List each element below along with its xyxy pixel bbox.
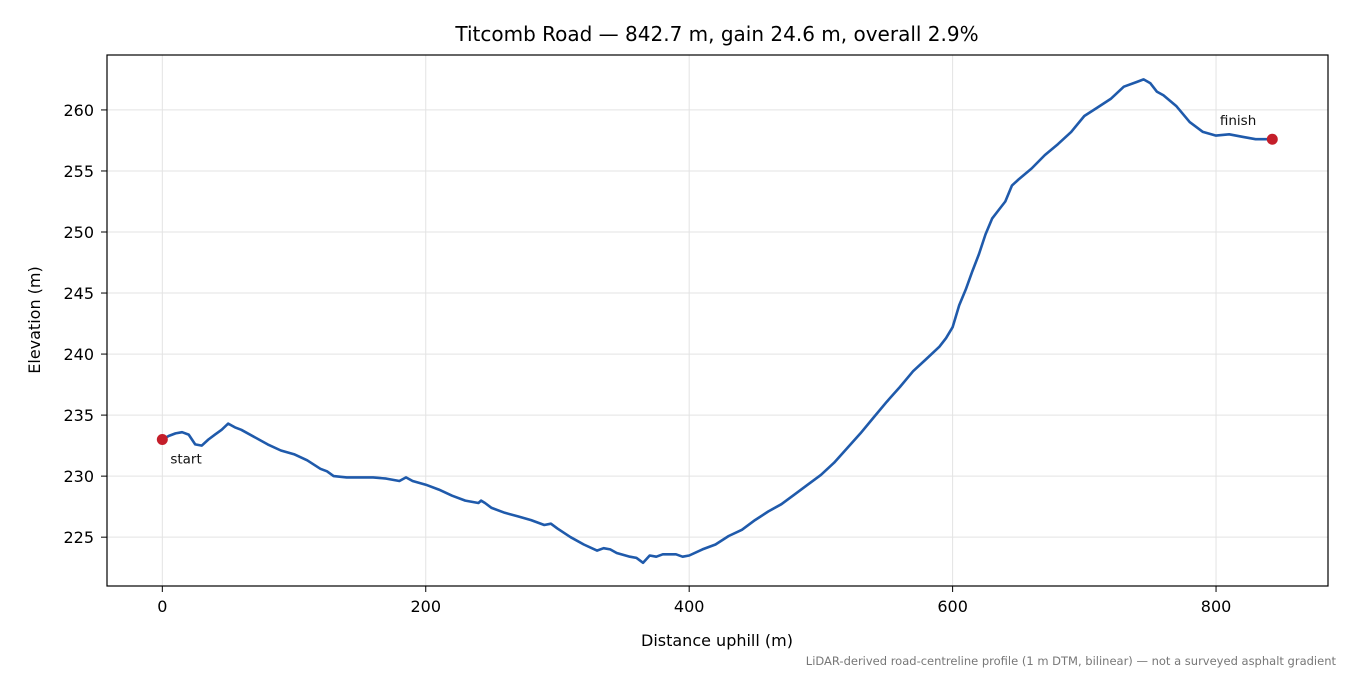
y-tick-label: 250 <box>63 223 94 242</box>
gridlines <box>107 55 1328 586</box>
axis-ticks: 0 200 400 600 800 225 230 235 240 245 250 255 260 <box>63 101 1231 616</box>
chart-title: Titcomb Road — 842.7 m, gain 24.6 m, ove… <box>454 22 978 46</box>
footnote: LiDAR-derived road-centreline profile (1… <box>806 654 1337 668</box>
plot-frame <box>106 54 1329 587</box>
y-tick-label: 245 <box>63 284 94 303</box>
y-tick-label: 255 <box>63 162 94 181</box>
finish-label: finish <box>1220 113 1256 129</box>
x-tick-label: 0 <box>157 597 167 616</box>
x-tick-label: 200 <box>410 597 441 616</box>
y-tick-label: 260 <box>63 101 94 120</box>
y-tick-label: 230 <box>63 467 94 486</box>
elevation-line <box>161 78 1274 565</box>
x-tick-label: 600 <box>937 597 968 616</box>
y-tick-label: 225 <box>63 528 94 547</box>
finish-marker <box>1266 133 1278 145</box>
start-marker <box>156 434 168 446</box>
y-tick-label: 235 <box>63 406 94 425</box>
y-tick-label: 240 <box>63 345 94 364</box>
x-tick-label: 800 <box>1201 597 1232 616</box>
plot-area: start finish <box>156 78 1278 565</box>
x-axis-title: Distance uphill (m) <box>641 631 793 650</box>
x-tick-label: 400 <box>674 597 705 616</box>
y-axis-title: Elevation (m) <box>25 266 44 373</box>
start-label: start <box>170 452 201 468</box>
